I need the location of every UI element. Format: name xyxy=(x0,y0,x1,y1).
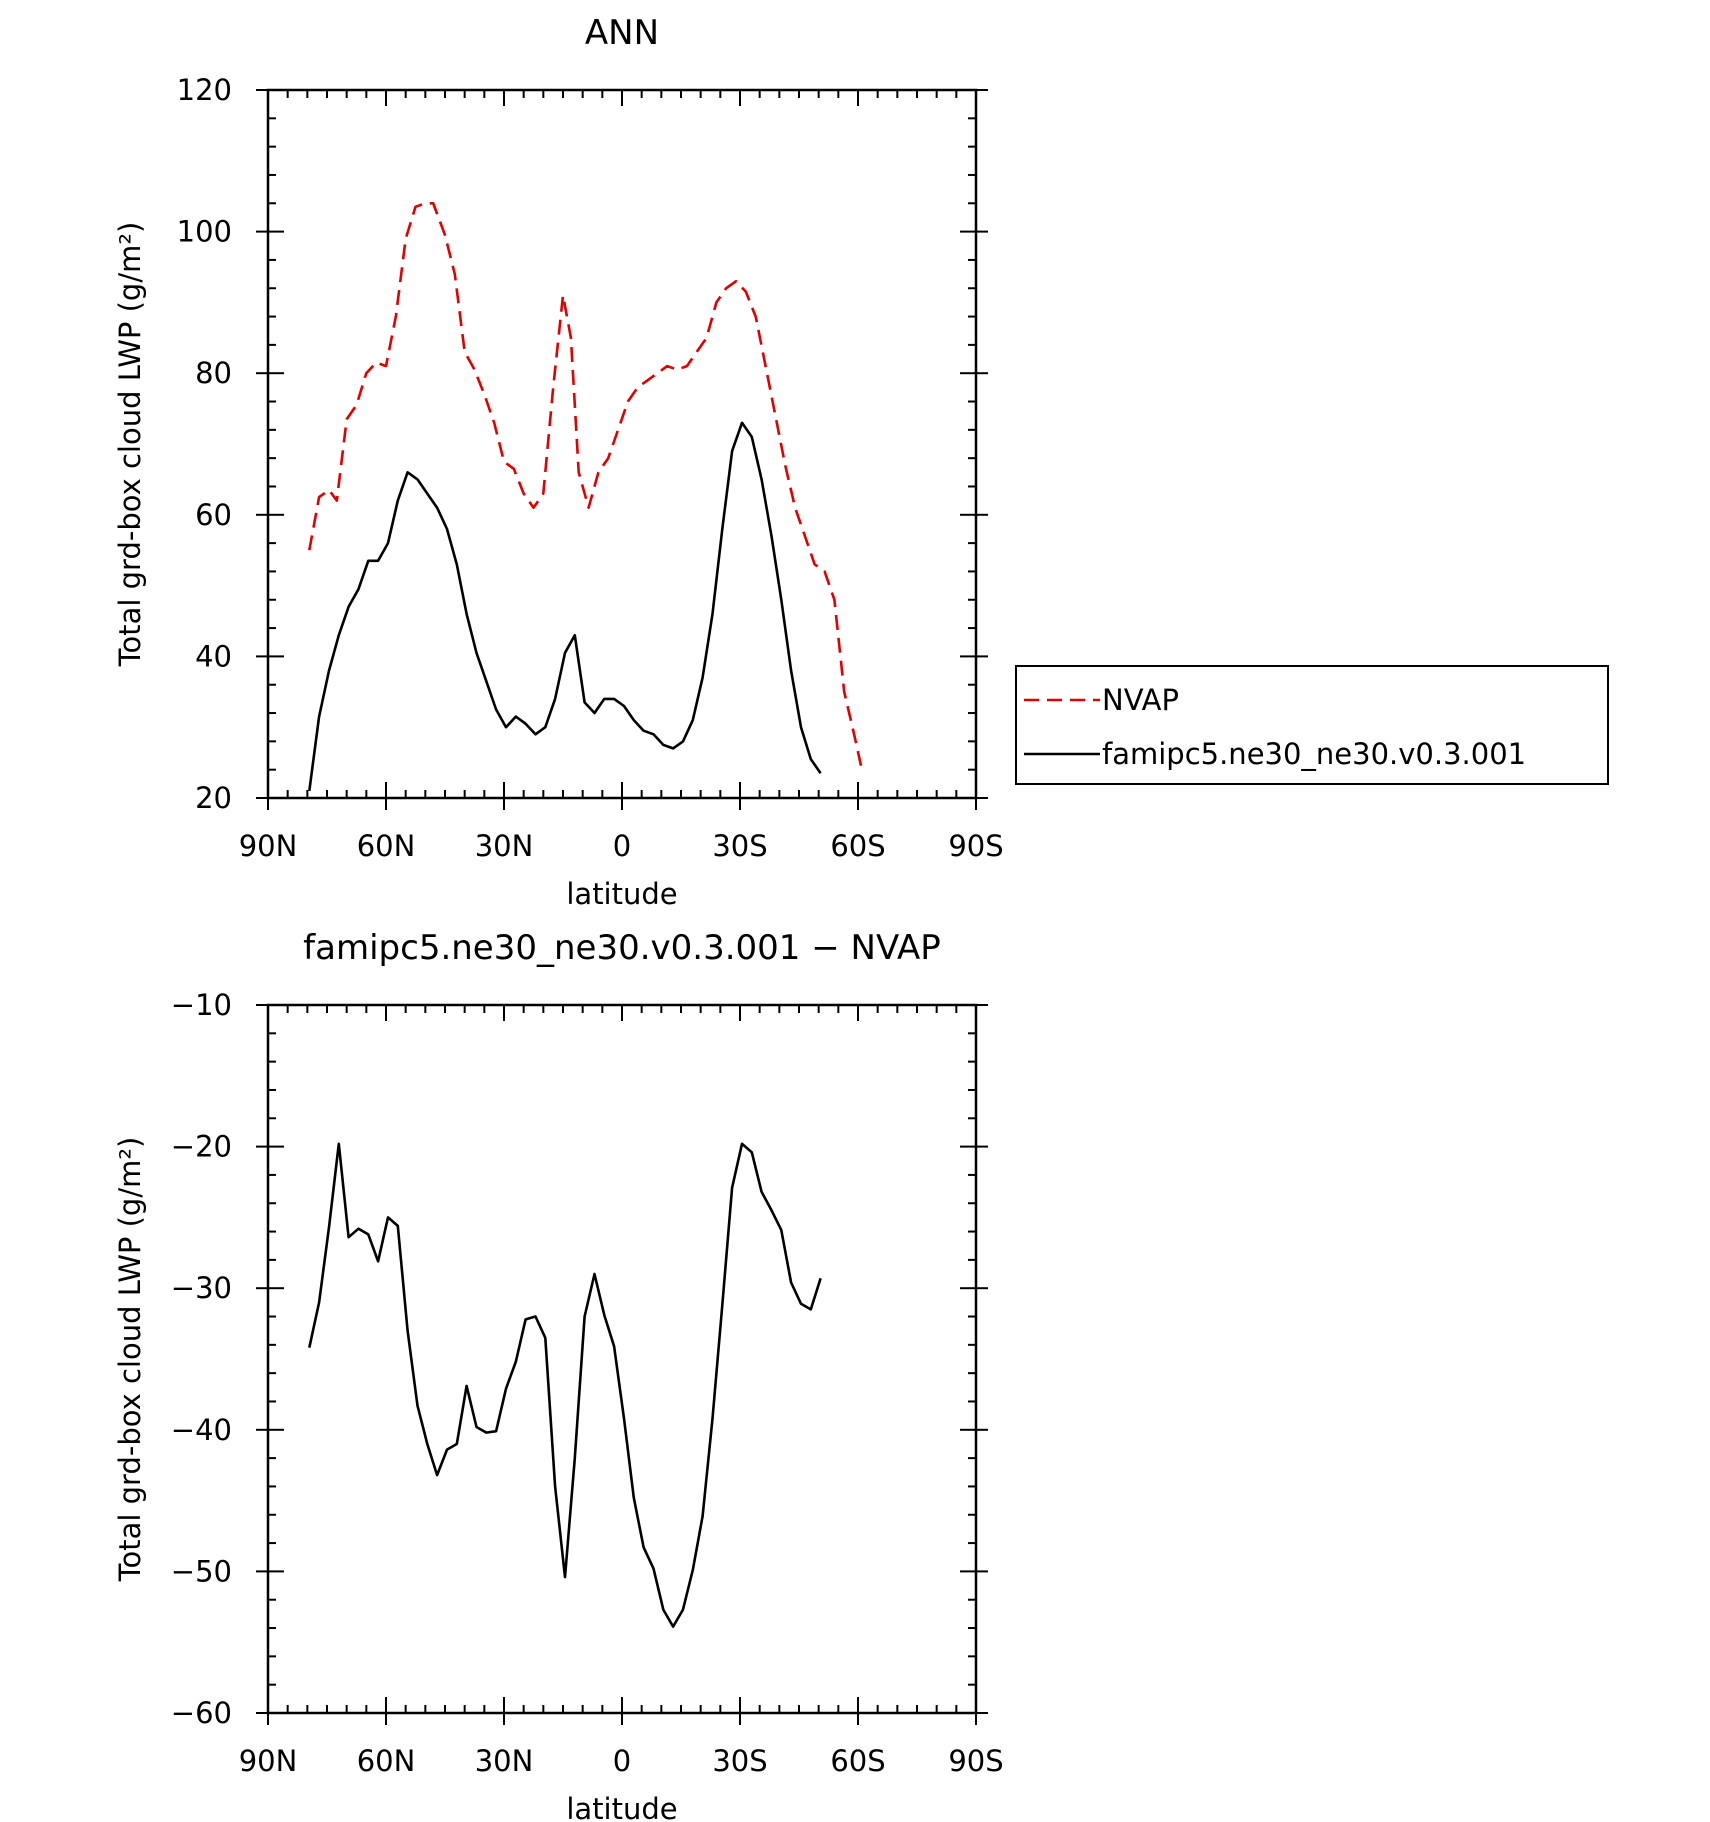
y-tick-label: 80 xyxy=(195,356,232,390)
legend-box xyxy=(1015,665,1609,785)
y-axis-label: Total grd-box cloud LWP (g/m²) xyxy=(113,222,147,668)
x-tick-label: 90S xyxy=(948,1744,1003,1778)
y-tick-label: −50 xyxy=(171,1554,232,1588)
y-tick-label: 40 xyxy=(195,639,232,673)
x-tick-label: 60S xyxy=(830,829,885,863)
x-tick-label: 90N xyxy=(239,1744,298,1778)
x-tick-label: 90N xyxy=(239,829,298,863)
y-tick-label: −10 xyxy=(171,988,232,1022)
legend-label: NVAP xyxy=(1102,683,1179,717)
x-tick-label: 30S xyxy=(712,829,767,863)
x-tick-label: 60N xyxy=(357,829,416,863)
y-tick-label: 120 xyxy=(177,73,232,107)
x-tick-label: 0 xyxy=(613,829,631,863)
plot-frame xyxy=(266,88,978,800)
x-tick-label: 30N xyxy=(475,829,534,863)
plot-frame xyxy=(266,1003,978,1715)
x-tick-label: 90S xyxy=(948,829,1003,863)
x-tick-label: 0 xyxy=(613,1744,631,1778)
x-tick-label: 60N xyxy=(357,1744,416,1778)
y-tick-label: 60 xyxy=(195,498,232,532)
chart-title: ANN xyxy=(585,13,659,53)
y-tick-label: −20 xyxy=(171,1130,232,1164)
y-axis-label: Total grd-box cloud LWP (g/m²) xyxy=(113,1137,147,1583)
panel-top: 90N 60N 30N 0 30S 60S 90S 20 40 60 80 100 120 ANN lati… xyxy=(113,13,1609,911)
panel-bottom: 90N 60N 30N 0 30S 60S 90S −60 −50 −40 −30 −20 −10 fam… xyxy=(113,928,1004,1822)
x-axis-label: latitude xyxy=(566,877,677,911)
series-line-famipc5-ne30-ne30-v0-3-001 xyxy=(308,421,822,792)
y-tick-label: −40 xyxy=(171,1413,232,1447)
x-axis-label: latitude xyxy=(566,1792,677,1822)
legend-label: famipc5.ne30_ne30.v0.3.001 xyxy=(1102,737,1526,771)
legend: NVAP famipc5.ne30_ne30.v0.3.001 xyxy=(1015,665,1609,785)
chart-title: famipc5.ne30_ne30.v0.3.001 − NVAP xyxy=(303,928,941,968)
x-tick-label: 60S xyxy=(830,1744,885,1778)
x-tick-label: 30S xyxy=(712,1744,767,1778)
difference-line xyxy=(308,1142,822,1628)
y-tick-label: −60 xyxy=(171,1696,232,1730)
y-tick-label: 20 xyxy=(195,781,232,815)
y-tick-label: −30 xyxy=(171,1271,232,1305)
series-line-nvap xyxy=(308,202,864,770)
y-tick-label: 100 xyxy=(177,215,232,249)
x-tick-label: 30N xyxy=(475,1744,534,1778)
